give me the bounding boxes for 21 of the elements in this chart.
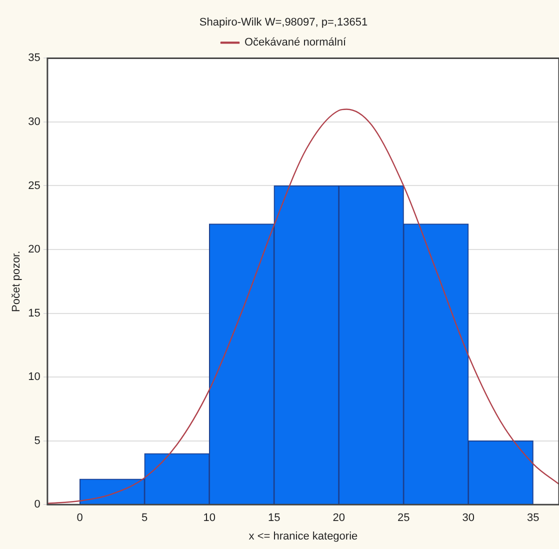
y-tick-label: 0 (34, 498, 40, 511)
x-tick-label: 10 (203, 512, 216, 524)
x-tick-label: 15 (268, 512, 280, 524)
x-tick-label: 5 (142, 512, 148, 524)
y-axis-title: Počet pozor. (10, 250, 23, 312)
line-series (46, 108, 559, 504)
x-tick-label: 0 (76, 512, 83, 524)
y-tick-label: 10 (28, 371, 40, 384)
x-tick-label: 20 (332, 512, 345, 524)
chart-title: Shapiro-Wilk W=,98097, p=,13651 (199, 16, 368, 29)
y-tick-label: 20 (28, 244, 40, 256)
x-tick-label: 30 (462, 512, 474, 524)
y-tick-label: 35 (28, 52, 40, 64)
y-tick-label: 30 (28, 116, 40, 128)
y-tick-label: 25 (28, 180, 40, 192)
x-tick-label: 35 (526, 512, 540, 524)
x-axis-title: x <= hranice kategorie (248, 530, 358, 542)
legend-label: Očekávané normální (244, 36, 347, 49)
y-tick-label: 5 (34, 434, 40, 447)
y-tick-label: 15 (28, 307, 40, 320)
x-tick-label: 25 (397, 512, 410, 524)
